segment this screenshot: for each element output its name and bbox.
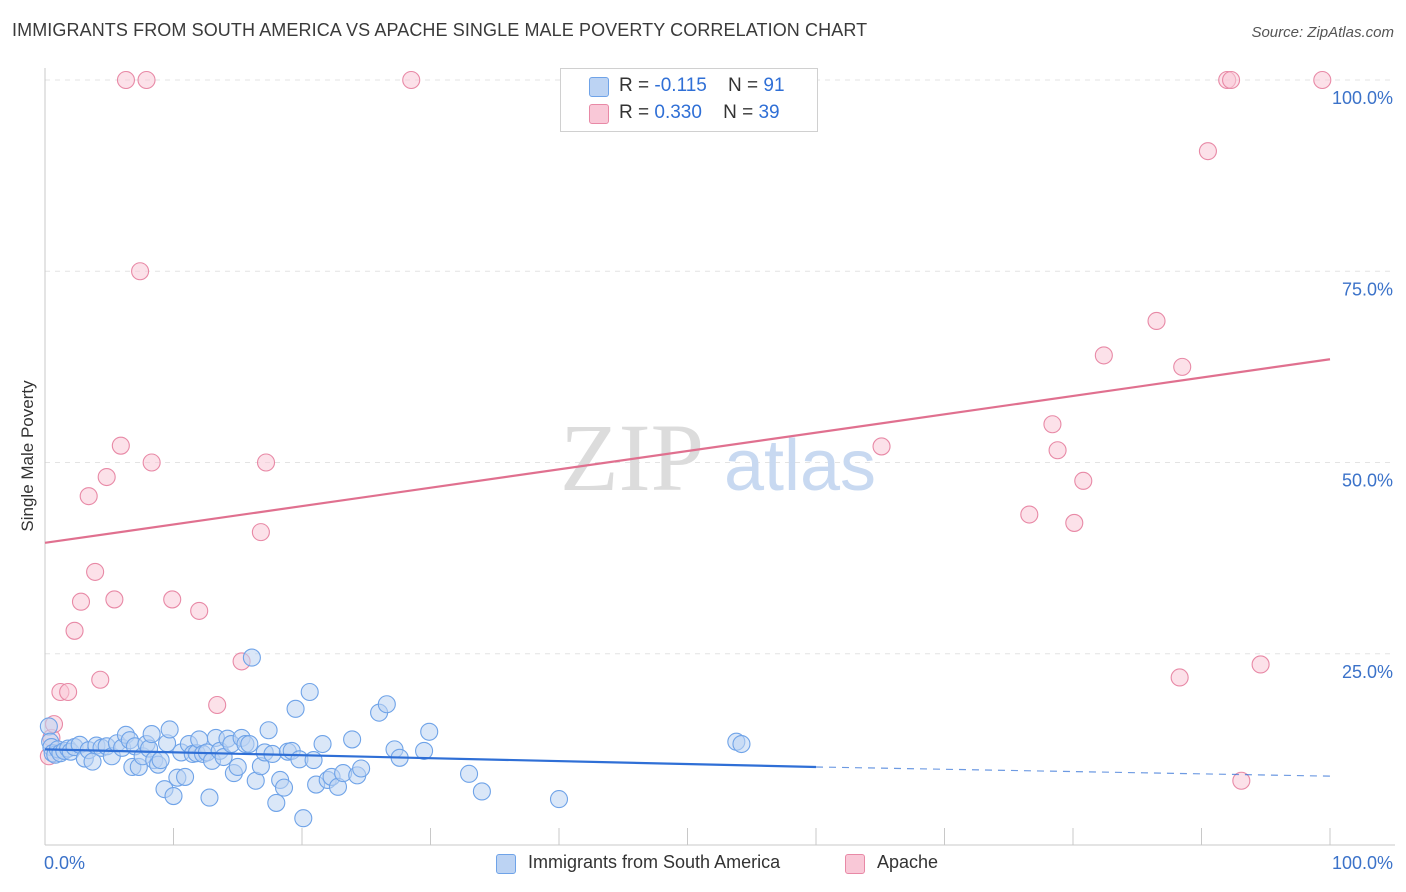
immigrants-point — [267, 793, 286, 812]
axes — [44, 68, 1395, 846]
immigrants-point — [142, 725, 161, 744]
legend-n-value-immigrants: 91 — [763, 75, 785, 96]
apache-point — [1198, 142, 1217, 161]
correlation-legend: R = -0.115 N = 91 R = 0.330 N = 39 — [560, 68, 818, 132]
immigrants-point — [240, 734, 259, 754]
apache-point — [1147, 311, 1166, 331]
immigrants-point — [39, 717, 58, 736]
watermark: ZIP atlas — [560, 404, 876, 511]
apache-point — [1020, 505, 1039, 524]
apache-point — [137, 70, 156, 90]
apache-point — [1173, 357, 1192, 376]
immigrants-trend-line — [44, 748, 817, 769]
immigrants-point — [286, 699, 305, 718]
legend-swatch-immigrants — [589, 77, 609, 97]
immigrants-point — [732, 734, 751, 754]
immigrants-points — [39, 648, 751, 828]
bottom-legend-swatch-immigrants — [496, 854, 516, 874]
immigrants-point — [304, 751, 323, 770]
immigrants-point — [420, 722, 439, 741]
trend-lines — [44, 358, 1331, 777]
tick-labels: 25.0% 50.0% 75.0% 100.0% 0.0% 100.0% — [44, 88, 1393, 873]
apache-point — [59, 682, 78, 702]
bottom-legend-swatch-apache — [845, 854, 865, 874]
apache-point — [163, 590, 182, 609]
apache-point — [872, 437, 891, 456]
immigrants-point — [294, 809, 313, 828]
legend-n-value-apache: 39 — [758, 102, 780, 123]
y-tick-label: 100.0% — [1332, 88, 1393, 108]
apache-point — [256, 453, 276, 472]
apache-point — [1222, 70, 1241, 90]
apache-point — [1043, 415, 1062, 434]
y-tick-label: 25.0% — [1342, 662, 1393, 682]
chart-title: IMMIGRANTS FROM SOUTH AMERICA VS APACHE … — [12, 20, 868, 40]
apache-point — [208, 695, 227, 715]
apache-point — [131, 262, 150, 281]
immigrants-point — [274, 778, 294, 797]
immigrants-point — [415, 741, 434, 760]
immigrants-trend-extension — [815, 766, 1331, 777]
apache-point — [79, 487, 98, 506]
immigrants-point — [242, 648, 261, 667]
apache-point — [1048, 441, 1067, 460]
apache-point — [1074, 471, 1093, 490]
legend-n-label: N = — [727, 75, 759, 96]
apache-point — [65, 621, 84, 640]
apache-point — [1094, 346, 1113, 365]
apache-point — [111, 436, 130, 455]
immigrants-point — [352, 759, 371, 778]
watermark-zip: ZIP — [560, 404, 704, 511]
apache-point — [86, 562, 105, 581]
apache-point — [97, 467, 116, 487]
immigrants-point — [459, 764, 479, 783]
apache-trend-line — [44, 358, 1331, 544]
apache-point — [105, 590, 124, 609]
immigrants-point — [259, 721, 278, 740]
apache-point — [1251, 655, 1270, 674]
immigrants-point — [472, 782, 491, 801]
y-tick-label: 75.0% — [1342, 279, 1393, 299]
apache-point — [91, 670, 110, 689]
legend-r-label: R = — [619, 75, 650, 96]
apache-point — [1232, 771, 1251, 790]
immigrants-point — [164, 786, 183, 806]
apache-point — [71, 592, 91, 611]
apache-point — [142, 453, 161, 472]
apache-point — [1170, 668, 1189, 687]
watermark-atlas: atlas — [724, 426, 876, 506]
grid-lines — [44, 79, 1395, 845]
immigrants-point — [176, 767, 195, 786]
immigrants-point — [377, 695, 396, 714]
immigrants-point — [300, 682, 319, 702]
y-tick-label: 50.0% — [1342, 471, 1393, 491]
immigrants-point — [313, 734, 332, 754]
apache-point — [402, 70, 421, 90]
legend-r-value-immigrants: -0.115 — [654, 75, 707, 96]
bottom-legend-label-apache: Apache — [877, 852, 939, 872]
legend-r-value-apache: 0.330 — [654, 102, 702, 123]
x-tick-label: 0.0% — [44, 853, 85, 873]
apache-point — [1313, 70, 1332, 90]
immigrants-point — [200, 788, 219, 807]
immigrants-point — [151, 751, 170, 770]
legend-n-label: N = — [723, 102, 754, 123]
bottom-legend-label-immigrants: Immigrants from South America — [528, 852, 781, 872]
legend-r-label: R = — [619, 102, 650, 123]
x-tick-label: 100.0% — [1332, 853, 1393, 873]
immigrants-point — [549, 790, 569, 809]
apache-point — [116, 70, 136, 90]
apache-point — [1065, 513, 1084, 532]
legend-swatch-apache — [589, 104, 609, 124]
immigrants-point — [160, 720, 179, 739]
immigrants-point — [228, 757, 247, 777]
apache-point — [190, 601, 209, 620]
apache-point — [251, 523, 270, 542]
immigrants-point — [343, 730, 362, 749]
source-label: Source: ZipAtlas.com — [1251, 24, 1394, 41]
